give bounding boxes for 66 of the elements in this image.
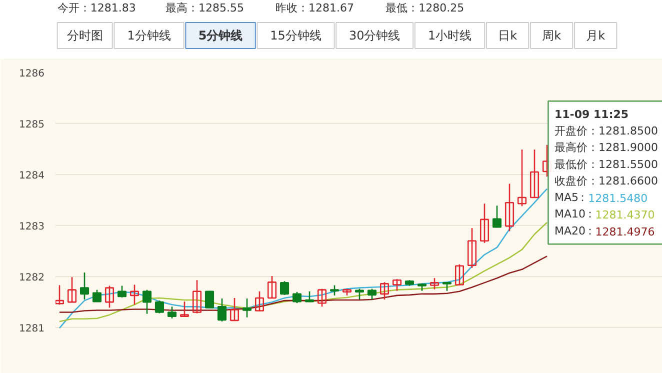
candlestick <box>80 272 90 300</box>
candlestick <box>254 290 264 312</box>
text: 1小时线 <box>428 28 472 42</box>
candlestick <box>530 148 540 199</box>
candlestick <box>67 276 77 303</box>
candlestick <box>354 288 364 300</box>
text: 最高价：1281.9000 <box>554 141 658 154</box>
line-series <box>58 188 548 329</box>
candlestick <box>430 277 440 290</box>
text: ：1281.5480 <box>577 191 648 206</box>
candlestick <box>154 300 164 314</box>
candlestick <box>267 275 277 300</box>
candlestick <box>217 298 227 322</box>
candlestick <box>180 300 190 318</box>
candlestick <box>317 288 327 308</box>
candlestick <box>292 291 302 304</box>
candlestick <box>380 282 390 300</box>
text: 最高：1285.55 <box>166 2 244 14</box>
y-tick-label: 1284 <box>19 170 45 182</box>
candlestick <box>104 285 114 308</box>
text: 5分钟线 <box>198 28 243 42</box>
text: 昨收：1281.67 <box>276 2 354 14</box>
candlestick <box>280 280 290 296</box>
candlestick <box>230 297 240 322</box>
text: 11-09 11:25 <box>554 108 629 121</box>
candlestick <box>204 290 214 309</box>
text: 开盘价：1281.8500 <box>554 124 658 138</box>
text: 日k <box>498 28 518 42</box>
y-tick-label: 1281 <box>19 324 45 335</box>
candlestick <box>367 288 377 300</box>
candlestick <box>242 298 252 318</box>
candlestick <box>517 148 527 207</box>
candlestick <box>142 289 152 314</box>
text: 最低：1280.25 <box>386 2 464 14</box>
text: 分时图 <box>66 28 103 42</box>
text: 最低价：1281.5500 <box>554 158 658 171</box>
candlestick <box>130 284 140 306</box>
text: 月k <box>586 28 606 42</box>
text: ：1281.4370 <box>584 208 655 222</box>
candlestick <box>167 306 177 320</box>
candlestick <box>92 289 102 303</box>
y-tick-label: 1283 <box>19 222 45 233</box>
text: 周k <box>542 28 562 42</box>
text: ：1281.4976 <box>584 224 655 238</box>
candlestick <box>330 284 340 296</box>
text: 30分钟线 <box>348 28 400 42</box>
candlestick <box>454 264 464 286</box>
candlestick <box>56 284 64 306</box>
series-label: MA20 <box>554 224 586 238</box>
candlestick <box>467 227 477 269</box>
candlestick <box>392 278 402 292</box>
text: 15分钟线 <box>270 28 322 42</box>
y-tick-label: 1285 <box>19 120 45 131</box>
text: 1分钟线 <box>127 28 171 42</box>
text: 收盘价：1281.6600 <box>554 174 658 188</box>
candlestick <box>117 285 127 298</box>
candlestick <box>480 202 490 244</box>
series-label: MA5 <box>554 191 579 204</box>
candlestick <box>192 279 202 314</box>
candlestick <box>492 205 502 228</box>
line-series <box>58 222 548 322</box>
candlestick <box>504 183 514 232</box>
series-label: MA10 <box>554 208 586 221</box>
y-tick-label: 1286 <box>19 68 45 80</box>
y-tick-label: 1282 <box>19 272 45 284</box>
text: 今开：1281.83 <box>57 2 136 14</box>
